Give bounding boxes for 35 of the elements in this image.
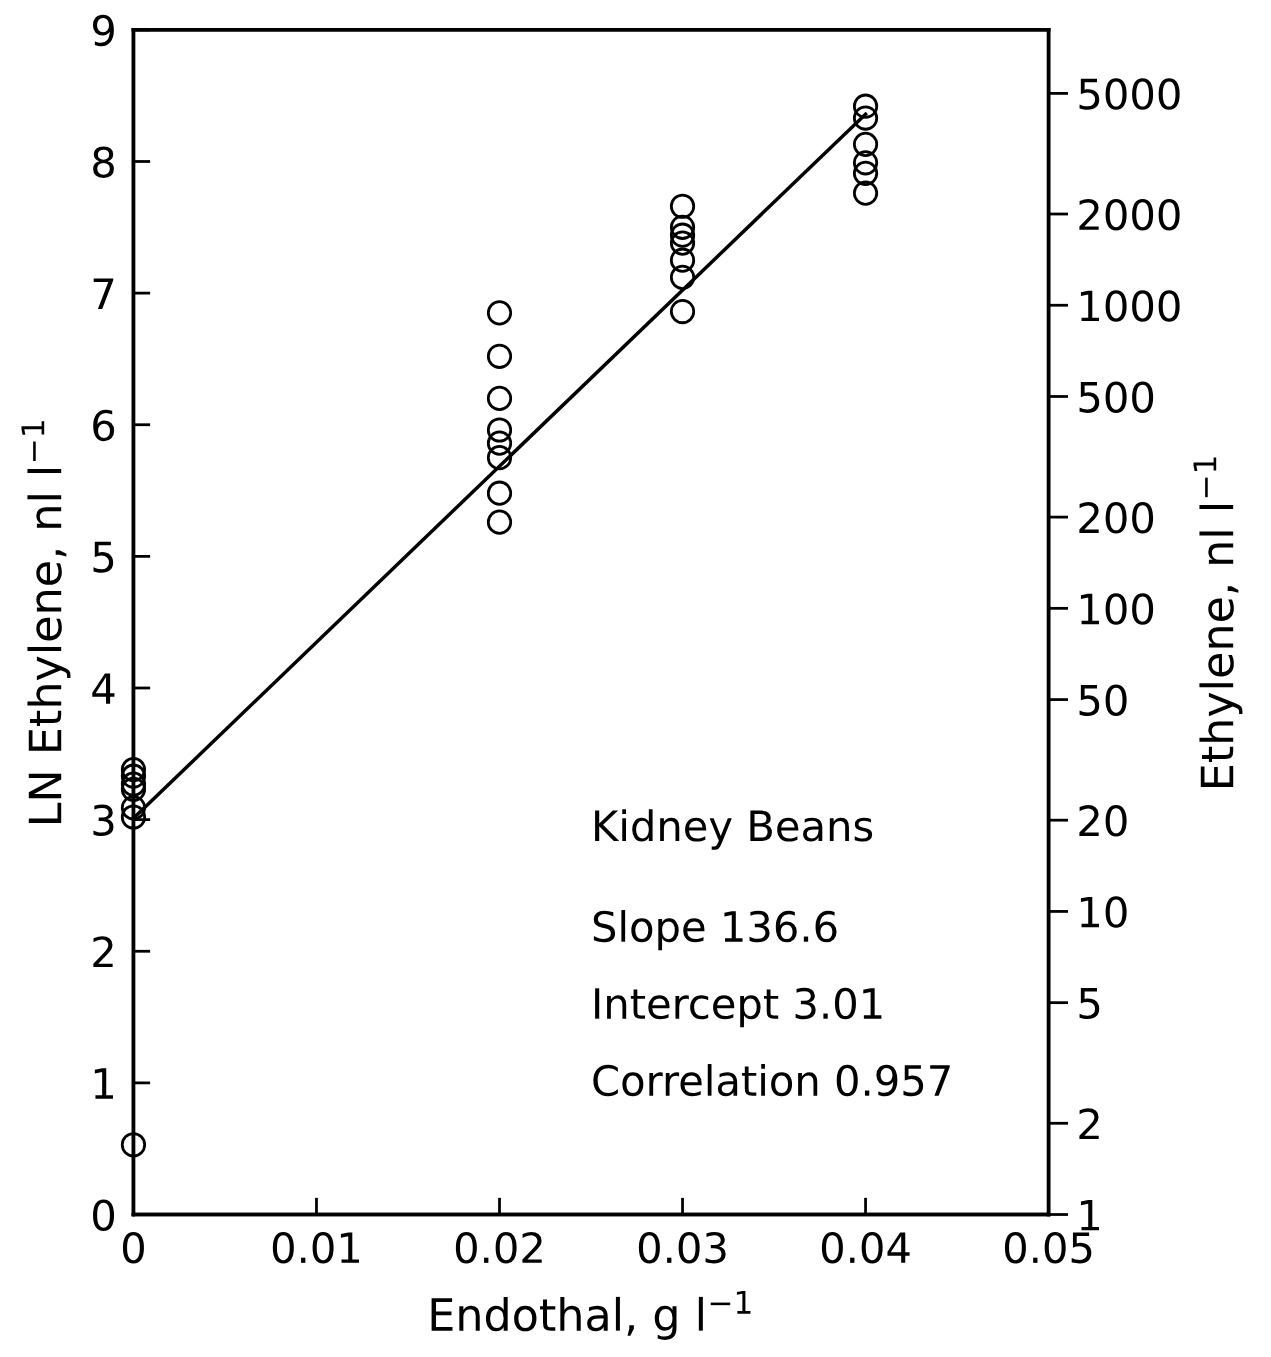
y-tick-label: 5 bbox=[93, 541, 114, 573]
y-tick-label: 3 bbox=[93, 804, 114, 837]
y2-tick-label: 2000 bbox=[1079, 198, 1180, 231]
y-tick-label: 7 bbox=[93, 278, 114, 309]
annotation: Slope 136.6 bbox=[593, 910, 837, 951]
y-tick-label: 0 bbox=[93, 1199, 115, 1231]
y2-tick-label: 500 bbox=[1079, 381, 1154, 413]
y2-tick-label: 100 bbox=[1080, 593, 1154, 625]
y2-tick-label: 200 bbox=[1079, 502, 1154, 534]
x-tick-label: 0.02 bbox=[455, 1231, 542, 1264]
x-axis-title: Endothal, g l$^{−1}$ bbox=[431, 1290, 751, 1340]
y-tick-label: 9 bbox=[92, 14, 114, 47]
y2-tick-label: 50 bbox=[1079, 684, 1127, 716]
annotation: Kidney Beans bbox=[595, 809, 873, 850]
y2-tick-label: 5 bbox=[1079, 988, 1100, 1020]
x-tick-label: 0.05 bbox=[1004, 1231, 1092, 1264]
y-tick-label: 2 bbox=[93, 936, 113, 968]
y-tick-label: 1 bbox=[94, 1068, 113, 1099]
y-tick-label: 8 bbox=[93, 146, 114, 178]
y2-tick-label: 5000 bbox=[1079, 78, 1180, 110]
x-tick-label: 0.04 bbox=[821, 1231, 910, 1264]
y2-tick-label: 20 bbox=[1079, 805, 1127, 837]
y-tick-label: 4 bbox=[92, 673, 115, 704]
y2-tick-label: 2 bbox=[1079, 1108, 1099, 1140]
y2-tick-label: 1 bbox=[1080, 1199, 1100, 1231]
y2-axis-title: Ethylene, nl l$^{−1}$ bbox=[1193, 457, 1243, 787]
x-tick-label: 0.01 bbox=[272, 1231, 360, 1264]
y2-tick-label: 1000 bbox=[1080, 290, 1180, 322]
y2-tick-label: 10 bbox=[1080, 896, 1127, 928]
x-tick-label: 0.03 bbox=[638, 1231, 726, 1264]
annotation: Correlation 0.957 bbox=[593, 1064, 950, 1097]
y-axis-title: LN Ethylene, nl l$^{−1}$ bbox=[21, 421, 71, 823]
y-tick-label: 6 bbox=[93, 409, 115, 442]
annotation: Intercept 3.01 bbox=[595, 987, 882, 1028]
x-tick-label: 0 bbox=[122, 1231, 144, 1264]
